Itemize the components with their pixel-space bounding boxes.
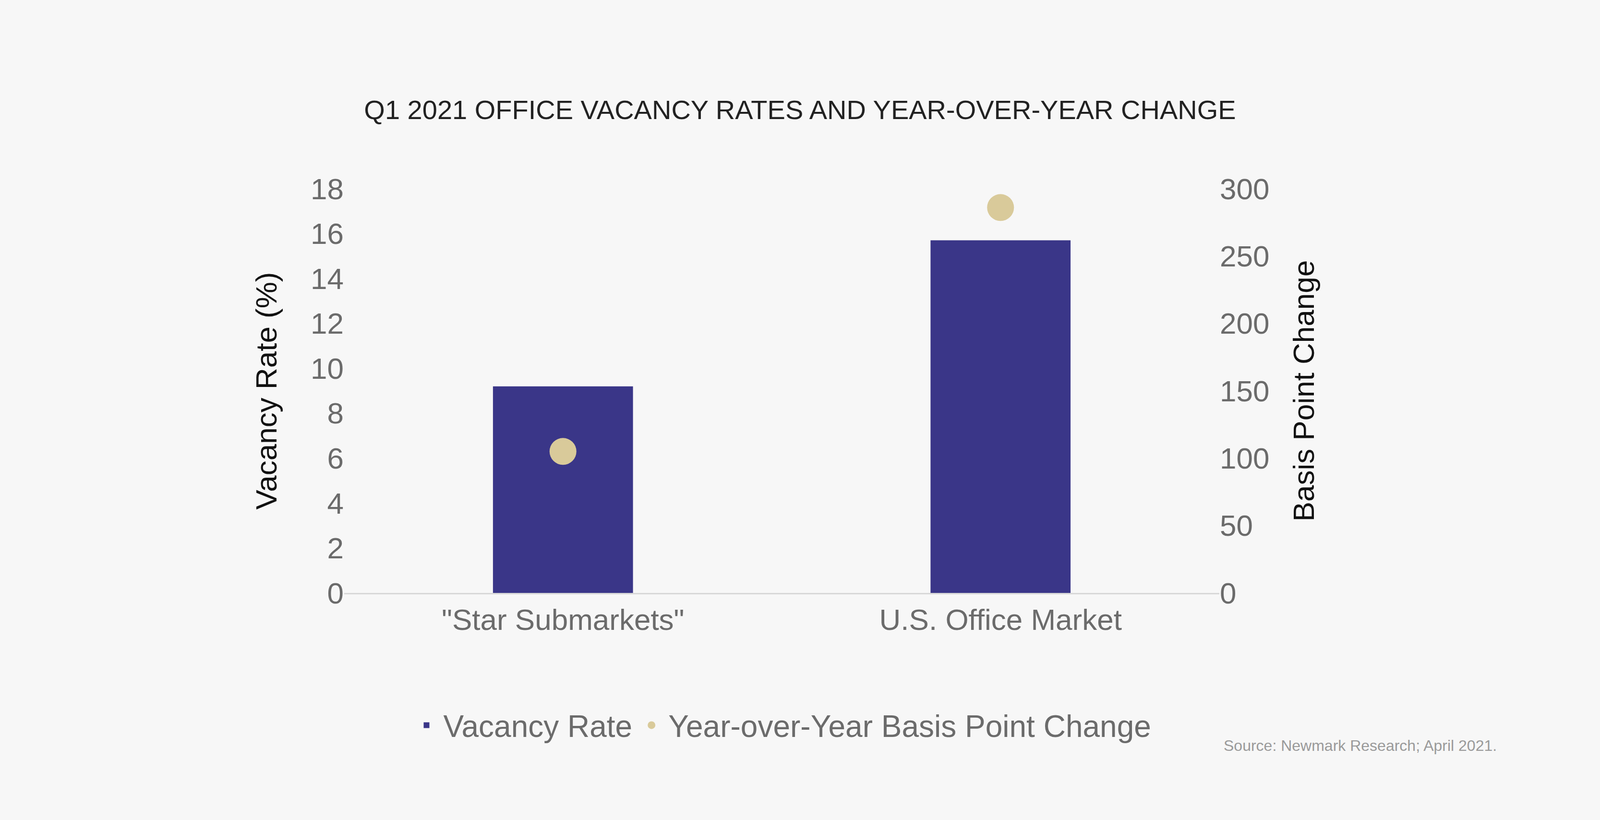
svg-text:0: 0 [327, 576, 344, 610]
svg-text:Vacancy Rate: Vacancy Rate [443, 709, 633, 744]
svg-text:14: 14 [310, 262, 344, 296]
svg-text:16: 16 [310, 216, 344, 251]
svg-text:4: 4 [327, 486, 344, 520]
svg-text:Source: Newmark Research; Apri: Source: Newmark Research; April 2021. [1223, 736, 1497, 755]
svg-text:U.S. Office Market: U.S. Office Market [879, 602, 1122, 637]
svg-text:Q1 2021 OFFICE VACANCY RATES A: Q1 2021 OFFICE VACANCY RATES AND YEAR-OV… [363, 94, 1236, 125]
svg-text:6: 6 [327, 441, 344, 475]
svg-text:100: 100 [1219, 441, 1270, 475]
svg-text:300: 300 [1219, 172, 1270, 206]
svg-text:0: 0 [1219, 576, 1237, 610]
svg-text:Basis Point Change: Basis Point Change [1287, 260, 1321, 522]
svg-text:200: 200 [1219, 306, 1270, 340]
svg-text:150: 150 [1219, 374, 1270, 408]
svg-text:Vacancy Rate (%): Vacancy Rate (%) [249, 271, 283, 510]
svg-text:8: 8 [327, 396, 344, 430]
svg-text:"Star Submarkets": "Star Submarkets" [441, 602, 685, 637]
svg-text:18: 18 [310, 172, 344, 206]
svg-text:10: 10 [310, 351, 344, 385]
svg-text:50: 50 [1219, 508, 1253, 542]
svg-text:Year-over-Year Basis Point Cha: Year-over-Year Basis Point Change [668, 709, 1152, 744]
svg-text:2: 2 [327, 531, 344, 565]
svg-text:250: 250 [1219, 239, 1270, 273]
svg-text:12: 12 [310, 306, 344, 340]
